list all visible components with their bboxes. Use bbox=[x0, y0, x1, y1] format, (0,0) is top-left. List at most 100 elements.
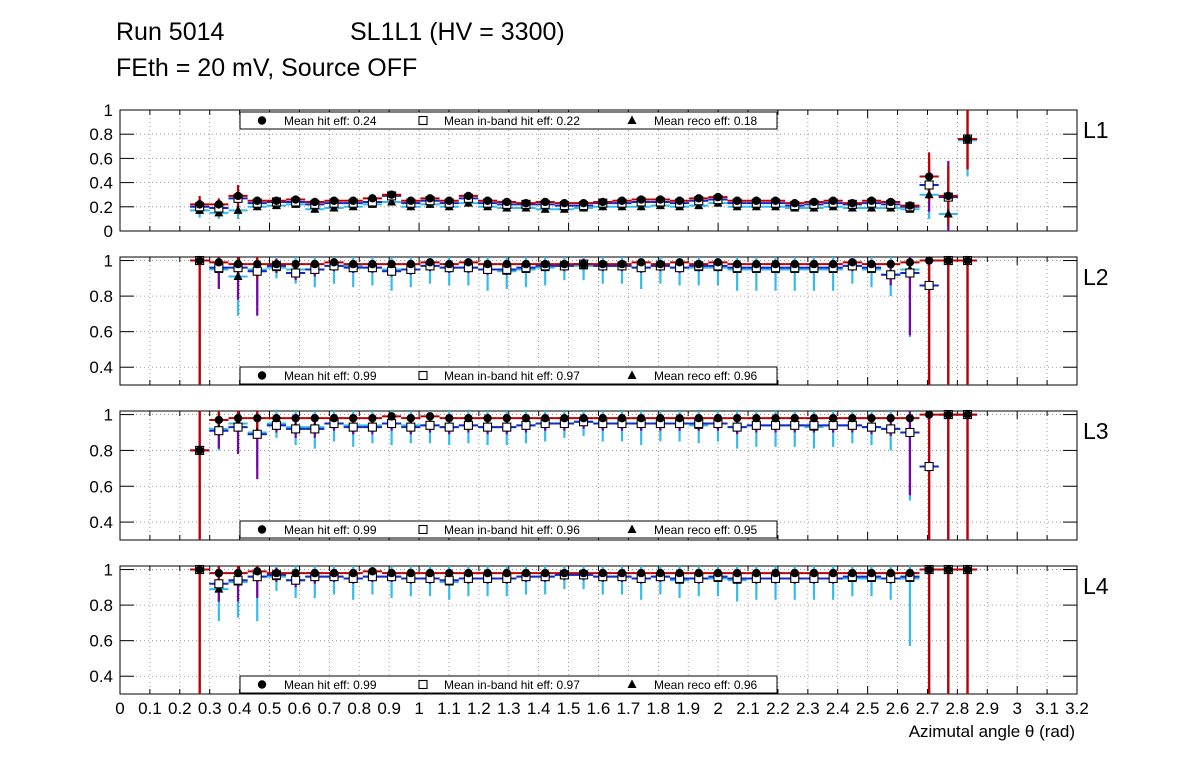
hit-point bbox=[886, 259, 895, 269]
inband-point bbox=[444, 575, 454, 585]
hit-point bbox=[540, 197, 550, 207]
inband-point bbox=[310, 424, 320, 434]
hit-point bbox=[675, 258, 684, 267]
hit-point bbox=[387, 190, 396, 199]
y-tick-label: 0 bbox=[104, 222, 113, 241]
inband-point bbox=[291, 424, 301, 434]
hit-point bbox=[905, 201, 915, 210]
reco-point bbox=[943, 209, 953, 218]
x-tick-label: 1.5 bbox=[557, 699, 581, 718]
inband-point bbox=[905, 427, 915, 438]
hit-point bbox=[675, 413, 684, 423]
x-axis: 0 0.1 0.2 0.3 0.4 0.5 0.6 0.7 0.8 0.9 1 1.1 1.2 1.3 1.… bbox=[115, 699, 1089, 741]
hit-point bbox=[944, 565, 953, 574]
inband-point bbox=[905, 268, 915, 278]
panel-label: L4 bbox=[1083, 573, 1109, 599]
inband-point bbox=[521, 420, 531, 430]
hit-point bbox=[771, 568, 780, 578]
hit-point bbox=[540, 259, 550, 269]
hit-point bbox=[368, 567, 377, 576]
x-axis-title: Azimutal angle θ (rad) bbox=[909, 722, 1075, 741]
hit-point bbox=[329, 258, 339, 267]
hit-point bbox=[867, 196, 876, 205]
x-tick-label: 2.2 bbox=[766, 699, 790, 718]
x-tick-label: 1.4 bbox=[527, 699, 551, 718]
hit-point bbox=[694, 194, 703, 203]
hit-point bbox=[809, 568, 819, 578]
hit-point bbox=[790, 568, 799, 578]
hit-point bbox=[483, 259, 492, 269]
legend-box bbox=[239, 111, 778, 130]
hit-point bbox=[963, 410, 972, 419]
hit-point bbox=[253, 196, 262, 205]
x-tick-label: 0.4 bbox=[228, 699, 252, 718]
hit-point bbox=[540, 413, 550, 423]
hit-point bbox=[617, 568, 627, 578]
x-tick-label: 0 bbox=[115, 699, 124, 718]
hit-point bbox=[848, 258, 857, 267]
hit-point bbox=[752, 413, 761, 423]
hit-point bbox=[560, 568, 569, 578]
hit-point bbox=[560, 413, 569, 423]
hit-point bbox=[867, 568, 876, 578]
inband-point bbox=[847, 420, 857, 430]
hit-point bbox=[329, 413, 339, 423]
inband-point bbox=[406, 422, 416, 432]
hit-point bbox=[483, 196, 492, 205]
panel-l3: 0.4 0.6 0.8 1 Mean hit eff: 0.99 Mean in-band… bbox=[89, 406, 1109, 541]
y-tick-label: 1 bbox=[104, 252, 113, 271]
x-tick-label: 0.1 bbox=[138, 699, 162, 718]
hit-point bbox=[253, 413, 262, 423]
y-tick-label: 0.6 bbox=[89, 149, 113, 168]
legend-reco-label: Mean reco eff: 0.96 bbox=[654, 678, 758, 692]
hit-point bbox=[579, 568, 588, 578]
hit-point bbox=[521, 198, 531, 208]
hit-point bbox=[944, 410, 953, 419]
inband-point bbox=[770, 420, 781, 430]
reco-point bbox=[233, 205, 243, 214]
hit-point bbox=[329, 196, 339, 205]
panel-label: L3 bbox=[1083, 418, 1109, 444]
legend-inband-label: Mean in-band hit eff: 0.97 bbox=[444, 369, 580, 383]
y-tick-label: 0.4 bbox=[89, 358, 113, 377]
hit-point bbox=[848, 198, 857, 208]
legend-reco-marker bbox=[627, 115, 637, 124]
hit-point bbox=[483, 413, 492, 423]
inband-point bbox=[291, 575, 301, 585]
legend-hit-marker bbox=[257, 680, 267, 689]
hit-point bbox=[425, 194, 435, 203]
hit-point bbox=[387, 412, 396, 421]
inband-point bbox=[291, 268, 301, 278]
hit-point bbox=[790, 198, 799, 208]
hit-point bbox=[310, 259, 320, 269]
hit-point bbox=[828, 196, 838, 205]
x-tick-label: 0.6 bbox=[288, 699, 312, 718]
y-tick-label: 1 bbox=[104, 101, 113, 120]
inband-point bbox=[924, 180, 934, 190]
hit-point bbox=[502, 413, 511, 423]
x-tick-label: 1.2 bbox=[467, 699, 491, 718]
hit-point bbox=[387, 259, 396, 269]
hit-point bbox=[579, 198, 588, 208]
hit-point bbox=[425, 258, 435, 267]
hit-point bbox=[349, 568, 358, 578]
inband-point bbox=[252, 266, 262, 276]
hit-point bbox=[905, 568, 915, 578]
x-tick-label: 2.6 bbox=[886, 699, 910, 718]
hit-point bbox=[214, 200, 224, 209]
hit-point bbox=[425, 568, 435, 578]
hit-point bbox=[387, 568, 396, 578]
hit-point bbox=[944, 191, 953, 201]
x-tick-label: 1.9 bbox=[676, 699, 700, 718]
hit-point bbox=[464, 258, 473, 267]
legend-inband-marker bbox=[418, 524, 428, 535]
hit-point bbox=[732, 568, 742, 578]
x-tick-label: 0.7 bbox=[318, 699, 342, 718]
legend-inband-marker bbox=[418, 115, 428, 126]
x-tick-label: 2 bbox=[713, 699, 722, 718]
reco-point bbox=[233, 271, 243, 281]
hit-point bbox=[445, 568, 454, 578]
hit-point bbox=[253, 259, 262, 269]
x-tick-label: 0.9 bbox=[377, 699, 401, 718]
legend-box bbox=[239, 675, 778, 694]
